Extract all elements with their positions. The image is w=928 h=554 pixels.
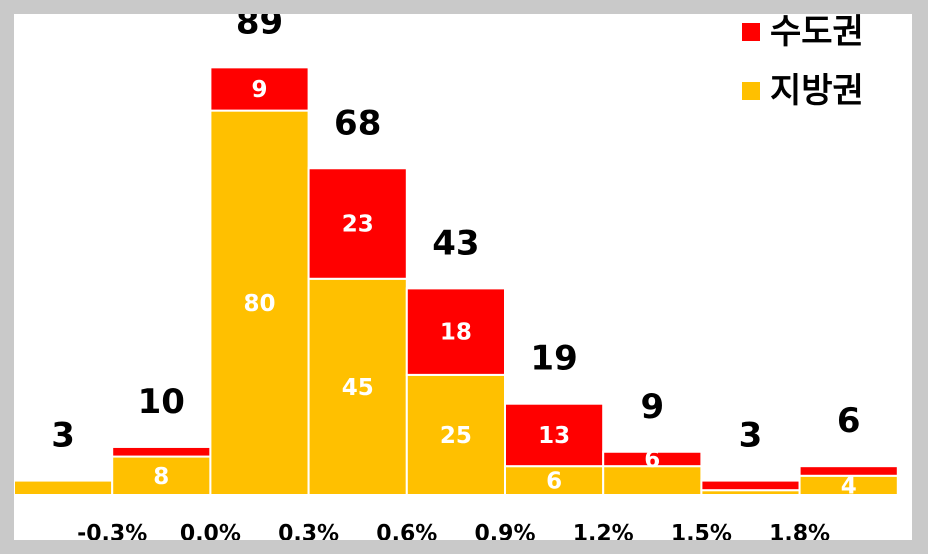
x-tick-label-0: -0.3%: [77, 522, 147, 541]
bar-local-0: [14, 479, 114, 496]
data-label-capital-2: 9: [251, 77, 267, 103]
data-label-local-8: 4: [841, 473, 857, 499]
x-tick-label-4: 0.9%: [474, 522, 535, 541]
bar-capital-5: [504, 402, 605, 468]
bar-capital-2: [209, 66, 310, 112]
chart-frame: 3 8 10 80 9 89 45 23 68 25 18 43 6 13 19 6 9 3 4 6 -0.3% 0.0%…: [14, 14, 912, 540]
total-label-5: 19: [530, 339, 577, 379]
legend-label-1: 지방권: [770, 71, 864, 111]
bar-capital-1: [111, 445, 212, 458]
total-label-6: 9: [640, 387, 664, 427]
total-label-3: 68: [334, 103, 381, 143]
x-tick-label-1: 0.0%: [180, 522, 241, 541]
data-label-capital-4: 18: [440, 320, 472, 346]
data-label-local-1: 8: [153, 464, 169, 490]
total-label-4: 43: [432, 223, 479, 263]
bar-capital-8: [798, 465, 899, 477]
bar-capital-7: [700, 479, 801, 492]
total-label-2: 89: [236, 14, 283, 42]
x-tick-label-7: 1.8%: [769, 522, 830, 541]
x-tick-label-5: 1.2%: [573, 522, 634, 541]
bar-capital-3: [307, 167, 408, 280]
legend-label-0: 수도권: [770, 14, 864, 52]
data-label-local-2: 80: [243, 291, 275, 317]
bar-local-1: [111, 455, 212, 496]
x-tick-label-3: 0.6%: [376, 522, 437, 541]
bar-capital-6: [602, 450, 703, 468]
data-label-local-4: 25: [440, 423, 472, 449]
data-label-capital-5: 13: [538, 423, 570, 449]
bar-local-6: [602, 465, 703, 497]
histogram-chart: 3 8 10 80 9 89 45 23 68 25 18 43 6 13 19 6 9 3 4 6 -0.3% 0.0%…: [14, 14, 899, 541]
total-label-7: 3: [739, 416, 763, 456]
x-tick-label-6: 1.5%: [671, 522, 732, 541]
data-label-capital-6: 6: [644, 447, 660, 473]
bar-local-3: [307, 277, 408, 496]
data-label-capital-3: 23: [342, 212, 374, 238]
x-tick-label-2: 0.3%: [278, 522, 339, 541]
data-label-local-5: 6: [546, 469, 562, 495]
bar-local-2: [209, 109, 310, 496]
total-label-8: 6: [837, 401, 861, 441]
legend-swatch-0: [742, 23, 760, 41]
total-label-0: 3: [51, 416, 75, 456]
bar-local-4: [405, 373, 506, 496]
data-label-local-3: 45: [342, 375, 374, 401]
bar-local-5: [504, 465, 605, 497]
total-label-1: 10: [138, 382, 185, 422]
bar-capital-4: [405, 287, 506, 376]
legend-swatch-1: [742, 82, 760, 100]
